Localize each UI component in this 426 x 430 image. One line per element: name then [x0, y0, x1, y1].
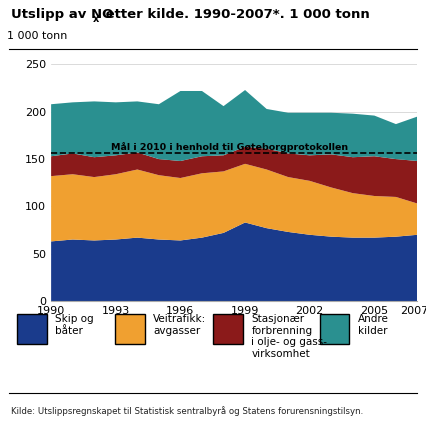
Text: Andre
kilder: Andre kilder: [358, 314, 389, 335]
FancyBboxPatch shape: [115, 314, 145, 344]
Text: Mål i 2010 i henhold til Gøteborgprotokollen: Mål i 2010 i henhold til Gøteborgprotoko…: [112, 142, 348, 152]
Text: Kilde: Utslippsregnskapet til Statistisk sentralbyrå og Statens forurensningstil: Kilde: Utslippsregnskapet til Statistisk…: [11, 406, 363, 416]
Text: Stasjonær
forbrenning
i olje- og gass-
virksomhet: Stasjonær forbrenning i olje- og gass- v…: [251, 314, 327, 359]
Text: etter kilde. 1990-2007*. 1 000 tonn: etter kilde. 1990-2007*. 1 000 tonn: [101, 8, 370, 21]
FancyBboxPatch shape: [320, 314, 349, 344]
Text: 1 000 tonn: 1 000 tonn: [7, 31, 68, 41]
Text: Utslipp av NO: Utslipp av NO: [11, 8, 113, 21]
Text: Veitrafikk:
avgasser: Veitrafikk: avgasser: [153, 314, 207, 335]
FancyBboxPatch shape: [213, 314, 243, 344]
FancyBboxPatch shape: [17, 314, 47, 344]
Text: Skip og
båter: Skip og båter: [55, 314, 94, 335]
Text: x: x: [92, 15, 99, 25]
